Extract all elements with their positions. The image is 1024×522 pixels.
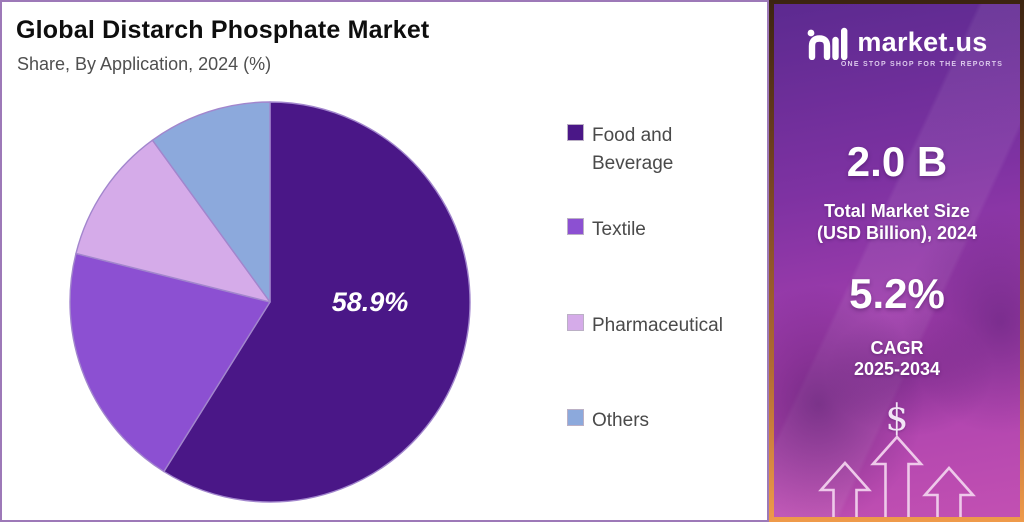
market-size-label-line1: Total Market Size: [824, 201, 970, 221]
legend-label: Textile: [592, 219, 646, 240]
brand-sidebar-background: market.us ONE STOP SHOP FOR THE REPORTS …: [774, 4, 1020, 517]
legend-swatch: [567, 124, 584, 141]
page-title: Global Distarch Phosphate Market: [16, 16, 430, 44]
legend-item-textile: Textile: [567, 216, 646, 244]
pie-slice-textile: [69, 252, 271, 473]
legend-swatch: [567, 314, 584, 331]
growth-arrow-center: [870, 435, 924, 517]
growth-arrow-right: [922, 466, 976, 517]
market-size-value: 2.0 B: [846, 138, 948, 185]
page-subtitle: Share, By Application, 2024 (%): [17, 54, 272, 74]
legend-label: Food and Beverage: [592, 125, 674, 174]
pie-slice-food-and-beverage: [163, 101, 471, 503]
pie-slice-pharmaceutical: [75, 139, 271, 303]
pie-slice-others: [151, 101, 271, 303]
cagr-label-line1: CAGR: [870, 338, 924, 358]
growth-arrow-left: [818, 461, 872, 517]
cagr-value: 5.2%: [849, 270, 945, 317]
brand-logo-block: market.us ONE STOP SHOP FOR THE REPORTS: [774, 24, 1020, 68]
growth-arrows-icon: [818, 435, 976, 517]
market-size-label-line2: (USD Billion), 2024: [816, 223, 978, 243]
pie-data-label: 58.9%: [332, 287, 409, 317]
legend-label: Pharmaceutical: [592, 315, 723, 336]
legend-swatch: [567, 409, 584, 426]
legend-swatch: [567, 218, 584, 235]
dollar-icon: $: [885, 398, 909, 439]
market-us-logo-icon: [807, 27, 848, 60]
legend-item-food-and-beverage: Food and Beverage: [567, 122, 702, 178]
legend-item-pharmaceutical: Pharmaceutical: [567, 312, 723, 340]
brand-logo-text: market.us: [857, 26, 988, 57]
legend-label: Others: [592, 410, 650, 431]
cagr-label-line2: 2025-2034: [853, 359, 941, 379]
pie-chart: 58.9%: [69, 101, 471, 503]
brand-sidebar: market.us ONE STOP SHOP FOR THE REPORTS …: [769, 0, 1024, 522]
legend-item-others: Others: [567, 407, 650, 435]
brand-tagline: ONE STOP SHOP FOR THE REPORTS: [840, 61, 1004, 68]
chart-panel: Global Distarch Phosphate Market Share, …: [0, 0, 769, 522]
